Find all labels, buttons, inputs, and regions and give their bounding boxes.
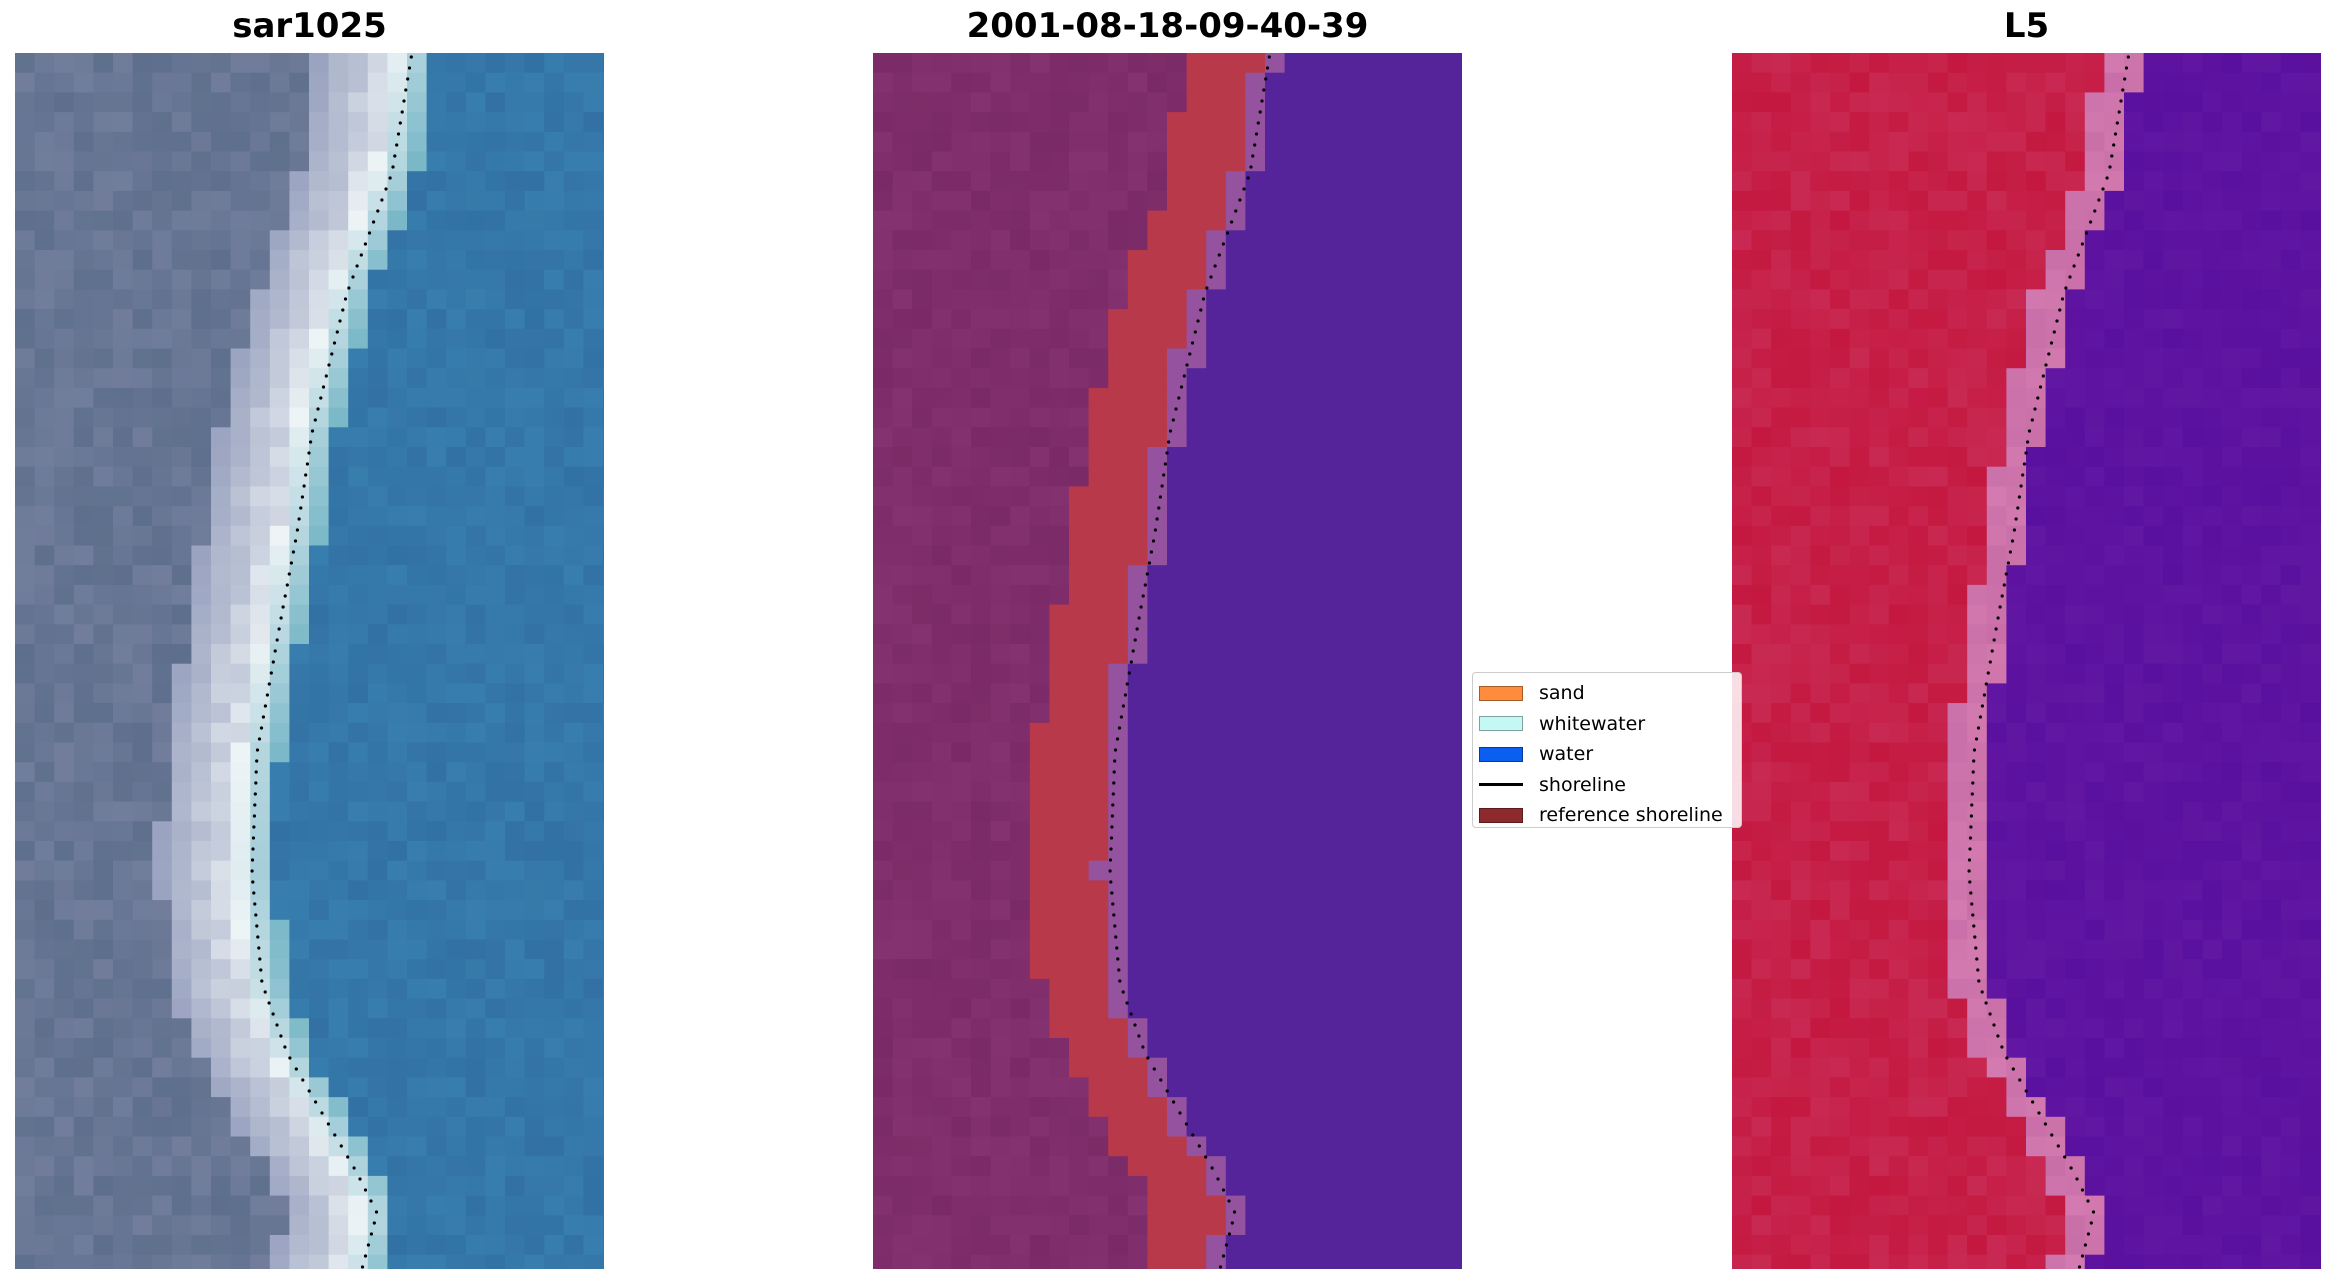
legend-item-reference-shoreline: reference shoreline bbox=[1479, 800, 1741, 831]
shoreline-line-swatch bbox=[1479, 783, 1523, 787]
whitewater-swatch bbox=[1479, 716, 1523, 732]
legend-item-water: water bbox=[1479, 739, 1741, 770]
sar-image-panel bbox=[15, 53, 604, 1269]
sand-swatch bbox=[1479, 685, 1523, 701]
panel-title-sar: sar1025 bbox=[232, 6, 387, 46]
l5-image bbox=[1732, 53, 2321, 1269]
l5-image-panel bbox=[1732, 53, 2321, 1269]
water-swatch bbox=[1479, 746, 1523, 762]
legend-item-whitewater: whitewater bbox=[1479, 709, 1741, 740]
legend-label: water bbox=[1539, 743, 1594, 766]
legend: sand whitewater water shoreline referenc… bbox=[1472, 672, 1742, 828]
classified-image-panel bbox=[873, 53, 1462, 1269]
legend-item-sand: sand bbox=[1479, 678, 1741, 709]
reference-shoreline-swatch bbox=[1479, 807, 1523, 823]
panel-title-date: 2001-08-18-09-40-39 bbox=[966, 6, 1369, 46]
sar-image bbox=[15, 53, 604, 1269]
legend-item-shoreline: shoreline bbox=[1479, 770, 1741, 801]
legend-label: whitewater bbox=[1539, 712, 1646, 735]
legend-label: sand bbox=[1539, 682, 1585, 705]
legend-label: reference shoreline bbox=[1539, 804, 1723, 827]
classified-image bbox=[873, 53, 1462, 1269]
legend-label: shoreline bbox=[1539, 773, 1626, 796]
panel-title-l5: L5 bbox=[2003, 6, 2050, 46]
